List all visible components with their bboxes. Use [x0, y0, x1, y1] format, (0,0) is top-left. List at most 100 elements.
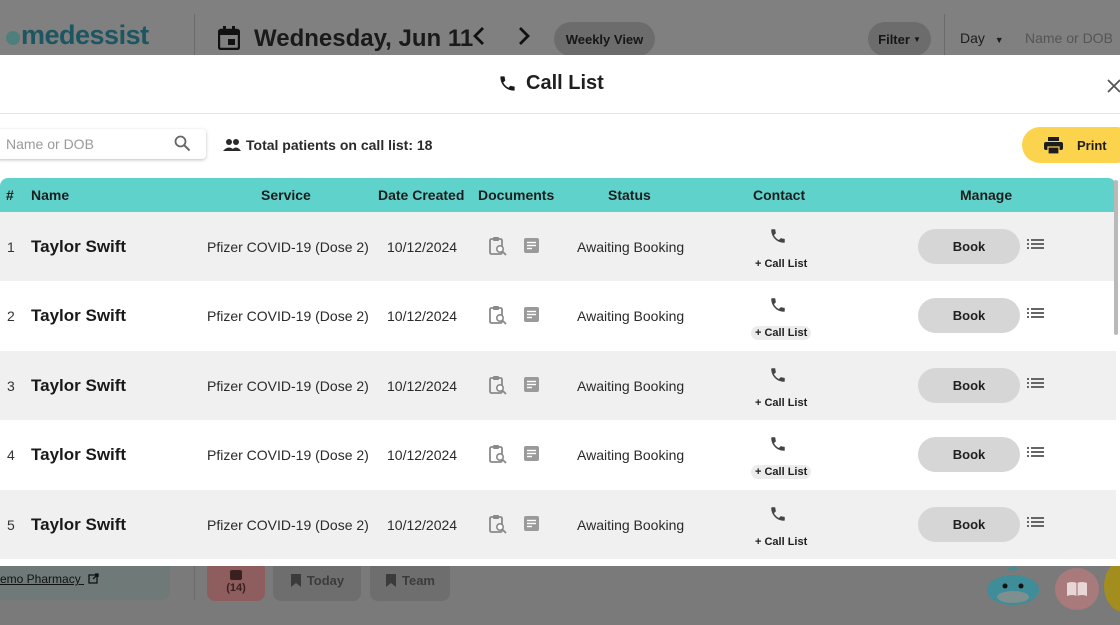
table-row: 5 Taylor Swift Pfizer COVID-19 (Dose 2) … [0, 489, 1116, 559]
note-icon[interactable] [523, 306, 540, 323]
col-contact: Contact [753, 187, 806, 203]
phone-icon [500, 76, 515, 91]
total-patients: Total patients on call list: 18 [222, 137, 432, 153]
row-number: 3 [7, 377, 15, 394]
col-documents: Documents [478, 187, 555, 203]
clipboard-search-icon[interactable] [488, 444, 508, 464]
bookmark-icon [290, 574, 301, 587]
whale-mascot-icon[interactable] [985, 566, 1041, 608]
col-status: Status [608, 187, 651, 203]
date-created: 10/12/2024 [387, 308, 458, 325]
logo-mark-icon [6, 31, 20, 45]
filter-label: Filter [878, 31, 910, 47]
print-button[interactable]: Print [1022, 127, 1120, 163]
status-text: Awaiting Booking [577, 377, 685, 394]
date-created: 10/12/2024 [387, 377, 458, 394]
team-button[interactable]: Team [370, 560, 450, 601]
call-list-table: # Name Service Date Created Documents St… [0, 178, 1116, 559]
list-icon[interactable] [1027, 376, 1045, 390]
day-select[interactable]: Day ▼ [960, 30, 1004, 46]
service-name: Pfizer COVID-19 (Dose 2) [207, 447, 369, 464]
divider [944, 14, 945, 58]
row-number: 4 [7, 447, 15, 464]
prev-day-button[interactable] [472, 26, 486, 51]
status-text: Awaiting Booking [577, 308, 685, 325]
chevron-left-icon [473, 27, 484, 45]
note-icon[interactable] [523, 445, 540, 462]
table-row: 4 Taylor Swift Pfizer COVID-19 (Dose 2) … [0, 420, 1116, 489]
filter-button[interactable]: Filter ▼ [868, 22, 931, 56]
phone-icon[interactable] [769, 227, 787, 245]
app-top-bar: medessist Wednesday, Jun 11 Weekly View … [0, 0, 1120, 79]
table-row: 2 Taylor Swift Pfizer COVID-19 (Dose 2) … [0, 281, 1116, 350]
help-book-button[interactable] [1055, 568, 1099, 610]
weekly-view-button[interactable]: Weekly View [554, 22, 655, 56]
patient-name[interactable]: Taylor Swift [31, 445, 127, 465]
phone-icon[interactable] [769, 366, 787, 384]
note-icon[interactable] [523, 237, 540, 254]
book-button[interactable]: Book [918, 506, 1020, 542]
table-body: 1 Taylor Swift Pfizer COVID-19 (Dose 2) … [0, 212, 1116, 559]
header-search-input[interactable]: Name or DOB [1025, 30, 1113, 46]
note-icon[interactable] [523, 376, 540, 393]
clipboard-search-icon[interactable] [488, 236, 508, 256]
row-number: 5 [7, 516, 15, 533]
logo-text: medessist [21, 20, 149, 50]
chat-button[interactable] [1104, 560, 1120, 612]
book-button[interactable]: Book [918, 437, 1020, 473]
calendar-icon[interactable] [218, 26, 240, 50]
phone-icon[interactable] [769, 505, 787, 523]
date-created: 10/12/2024 [387, 239, 458, 255]
clipboard-search-icon[interactable] [488, 514, 508, 534]
clipboard-search-icon[interactable] [488, 375, 508, 395]
phone-icon[interactable] [769, 296, 787, 314]
call-list-search-input[interactable] [0, 129, 166, 159]
patient-name[interactable]: Taylor Swift [31, 237, 127, 256]
today-button[interactable]: Today [273, 560, 361, 601]
date-created: 10/12/2024 [387, 447, 458, 464]
list-icon[interactable] [1027, 515, 1045, 529]
total-patients-label: Total patients on call list: 18 [246, 137, 433, 153]
add-to-call-list-button[interactable]: + Call List [751, 465, 812, 480]
book-button[interactable]: Book [918, 367, 1020, 403]
table-row: 1 Taylor Swift Pfizer COVID-19 (Dose 2) … [0, 212, 1116, 282]
service-name: Pfizer COVID-19 (Dose 2) [207, 516, 369, 533]
service-name: Pfizer COVID-19 (Dose 2) [207, 308, 369, 325]
team-label: Team [402, 573, 435, 588]
patient-name[interactable]: Taylor Swift [31, 514, 127, 534]
row-number: 1 [7, 239, 15, 255]
phone-icon[interactable] [769, 435, 787, 453]
table-scrollbar[interactable] [1114, 180, 1118, 335]
search-icon[interactable] [174, 135, 191, 152]
people-icon [223, 139, 241, 151]
queue-button[interactable]: (14) [207, 560, 265, 601]
col-date-created: Date Created [378, 187, 465, 203]
status-text: Awaiting Booking [577, 239, 685, 255]
list-icon[interactable] [1027, 445, 1045, 459]
patient-name[interactable]: Taylor Swift [31, 375, 127, 395]
note-icon[interactable] [523, 515, 540, 532]
patient-name[interactable]: Taylor Swift [31, 306, 127, 326]
clipboard-search-icon[interactable] [488, 305, 508, 326]
table-header: # Name Service Date Created Documents St… [0, 178, 1116, 212]
col-service: Service [261, 187, 311, 203]
list-icon[interactable] [1027, 237, 1045, 251]
add-to-call-list-button[interactable]: + Call List [755, 396, 808, 409]
list-icon[interactable] [1027, 306, 1045, 320]
pharmacy-link[interactable]: emo Pharmacy [0, 572, 99, 586]
add-to-call-list-button[interactable]: + Call List [755, 258, 808, 270]
book-button[interactable]: Book [918, 229, 1020, 264]
add-to-call-list-button[interactable]: + Call List [751, 326, 812, 341]
status-text: Awaiting Booking [577, 447, 685, 464]
divider [194, 14, 195, 58]
add-to-call-list-button[interactable]: + Call List [755, 535, 808, 548]
modal-title-text: Call List [526, 72, 604, 94]
book-button[interactable]: Book [918, 298, 1020, 334]
service-name: Pfizer COVID-19 (Dose 2) [207, 377, 369, 394]
call-list-search [0, 129, 206, 159]
pharmacy-card [0, 560, 170, 600]
table-row: 3 Taylor Swift Pfizer COVID-19 (Dose 2) … [0, 350, 1116, 421]
close-button[interactable] [1107, 73, 1120, 99]
next-day-button[interactable] [517, 26, 531, 51]
modal-header: Call List [0, 55, 1120, 114]
